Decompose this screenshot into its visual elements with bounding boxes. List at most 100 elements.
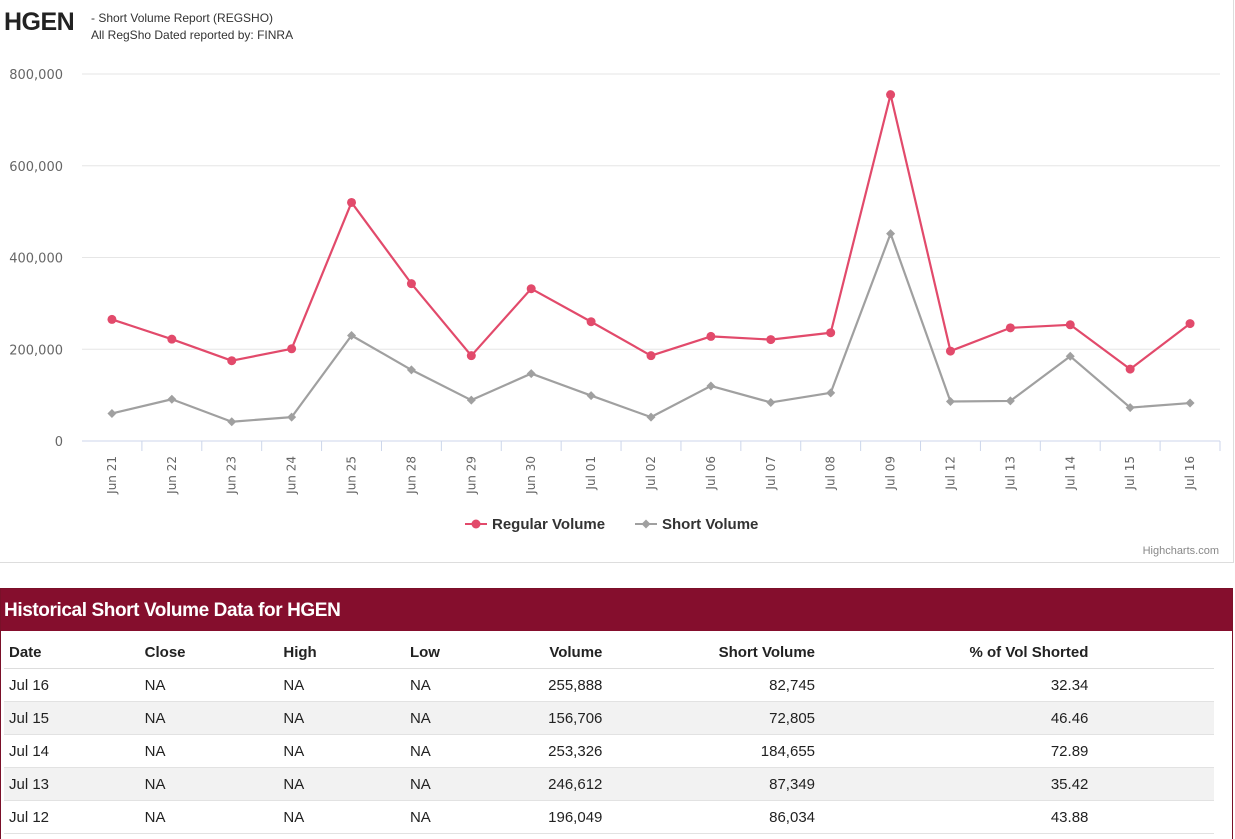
data-point-regular-volume <box>945 346 955 356</box>
cell-volume: 156,706 <box>515 701 603 735</box>
short-volume-table: Date Close High Low Volume Short Volume … <box>4 637 1214 834</box>
highcharts-credit-link[interactable]: Highcharts.com <box>1142 545 1219 557</box>
cell-close: NA <box>138 701 278 735</box>
ticker-symbol: HGEN <box>4 8 75 36</box>
cell-high: NA <box>277 668 404 702</box>
cell-high: NA <box>277 701 404 735</box>
table-row: Jul 16 NA NA NA 255,888 82,745 32.34 <box>4 668 1214 702</box>
cell-date: Jul 16 <box>4 668 139 702</box>
data-point-regular-volume <box>1125 364 1135 374</box>
cell-close: NA <box>138 800 278 834</box>
data-point-regular-volume <box>167 334 177 344</box>
column-header-low[interactable]: Low <box>403 637 516 669</box>
cell-high: NA <box>277 767 404 801</box>
legend-symbol-circle <box>471 519 481 529</box>
data-point-regular-volume <box>886 90 896 100</box>
data-point-short-volume <box>826 388 836 398</box>
data-point-regular-volume <box>107 314 117 324</box>
x-tick-label: Jun 24 <box>285 456 299 495</box>
cell-short-volume: 72,805 <box>602 701 816 735</box>
table-row: Jul 12 NA NA NA 196,049 86,034 43.88 <box>4 800 1214 834</box>
data-point-short-volume <box>646 412 656 422</box>
legend-item-regular-volume[interactable]: Regular Volume <box>492 516 605 533</box>
column-header-date[interactable]: Date <box>4 637 139 669</box>
cell-date: Jul 14 <box>4 734 139 768</box>
cell-high: NA <box>277 734 404 768</box>
data-point-short-volume <box>526 369 536 379</box>
column-header-high[interactable]: High <box>277 637 404 669</box>
data-point-short-volume <box>406 365 416 375</box>
cell-low: NA <box>403 734 516 768</box>
column-header-pct-shorted[interactable]: % of Vol Shorted <box>815 637 1089 669</box>
cell-short-volume: 82,745 <box>602 668 816 702</box>
y-tick-label: 600,000 <box>9 160 63 175</box>
x-tick-label: Jun 22 <box>165 456 179 495</box>
data-point-short-volume <box>766 397 776 407</box>
table-header-row: Date Close High Low Volume Short Volume … <box>4 637 1214 669</box>
cell-low: NA <box>403 701 516 735</box>
legend-item-short-volume[interactable]: Short Volume <box>662 516 758 533</box>
cell-volume: 196,049 <box>515 800 603 834</box>
legend-symbol-diamond <box>641 519 651 529</box>
y-tick-label: 200,000 <box>9 343 63 358</box>
cell-low: NA <box>403 668 516 702</box>
cell-pct-shorted: 35.42 <box>815 767 1089 801</box>
table-row: Jul 15 NA NA NA 156,706 72,805 46.46 <box>4 701 1214 735</box>
data-point-short-volume <box>466 395 476 405</box>
short-volume-table-panel: Historical Short Volume Data for HGEN Da… <box>0 588 1233 839</box>
data-point-short-volume <box>886 229 896 239</box>
cell-date: Jul 13 <box>4 767 139 801</box>
data-point-regular-volume <box>646 351 656 361</box>
data-point-regular-volume <box>1065 320 1075 330</box>
table-row: Jul 13 NA NA NA 246,612 87,349 35.42 <box>4 767 1214 801</box>
cell-low: NA <box>403 767 516 801</box>
report-subtitle: - Short Volume Report (REGSHO) <box>91 11 274 25</box>
x-tick-label: Jun 23 <box>225 456 239 495</box>
line-chart: 0 200,000 400,000 600,000 800,000 Jun 21 Jun 2… <box>9 68 1221 533</box>
data-point-regular-volume <box>227 356 237 366</box>
cell-volume: 255,888 <box>515 668 603 702</box>
data-point-regular-volume <box>706 331 716 341</box>
y-tick-label: 800,000 <box>9 68 63 83</box>
y-tick-label: 400,000 <box>9 252 63 267</box>
y-tick-label: 0 <box>55 435 63 450</box>
table-row: Jul 14 NA NA NA 253,326 184,655 72.89 <box>4 734 1214 768</box>
cell-low: NA <box>403 800 516 834</box>
chart-container: HGEN - Short Volume Report (REGSHO) All … <box>0 0 1234 563</box>
x-tick-label: Jun 21 <box>105 456 119 495</box>
x-tick-label: Jun 30 <box>524 456 538 495</box>
data-point-short-volume <box>347 330 357 340</box>
cell-date: Jul 12 <box>4 800 139 834</box>
x-tick-label: Jul 06 <box>704 456 718 491</box>
data-point-short-volume <box>107 408 117 418</box>
data-point-regular-volume <box>766 335 776 345</box>
data-point-regular-volume <box>826 328 836 338</box>
cell-high: NA <box>277 800 404 834</box>
data-point-short-volume <box>287 412 297 422</box>
data-point-regular-volume <box>586 317 596 327</box>
x-tick-label: Jul 01 <box>584 456 598 491</box>
cell-pct-shorted: 72.89 <box>815 734 1089 768</box>
x-tick-label: Jul 16 <box>1183 456 1197 491</box>
cell-volume: 253,326 <box>515 734 603 768</box>
x-tick-label: Jun 28 <box>404 456 418 495</box>
data-point-short-volume <box>227 417 237 427</box>
x-tick-label: Jul 12 <box>943 456 957 491</box>
x-tick-label: Jun 29 <box>464 456 478 495</box>
data-point-regular-volume <box>287 344 297 354</box>
x-tick-label: Jul 13 <box>1003 456 1017 491</box>
report-source: All RegSho Dated reported by: FINRA <box>91 28 294 42</box>
cell-close: NA <box>138 734 278 768</box>
cell-pct-shorted: 46.46 <box>815 701 1089 735</box>
data-point-short-volume <box>1005 396 1015 406</box>
data-point-short-volume <box>1125 403 1135 413</box>
column-header-close[interactable]: Close <box>138 637 278 669</box>
x-tick-label: Jul 14 <box>1063 456 1077 491</box>
column-header-volume[interactable]: Volume <box>515 637 603 669</box>
cell-close: NA <box>138 767 278 801</box>
x-tick-label: Jul 07 <box>764 456 778 491</box>
column-header-short-volume[interactable]: Short Volume <box>602 637 816 669</box>
cell-short-volume: 184,655 <box>602 734 816 768</box>
cell-volume: 246,612 <box>515 767 603 801</box>
x-tick-label: Jul 02 <box>644 456 658 491</box>
